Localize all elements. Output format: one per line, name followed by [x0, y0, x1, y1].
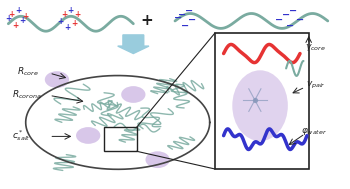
Text: $v_{pair}$: $v_{pair}$ — [306, 80, 326, 91]
Text: +: + — [141, 13, 154, 28]
FancyArrow shape — [118, 35, 149, 53]
Text: −: − — [289, 6, 297, 16]
Text: −: − — [282, 9, 290, 19]
Ellipse shape — [76, 127, 100, 144]
Text: +: + — [68, 6, 74, 15]
Text: −: − — [181, 21, 189, 31]
Text: −: − — [275, 15, 283, 25]
Text: +: + — [5, 14, 12, 23]
Text: +: + — [19, 15, 25, 25]
Text: −: − — [174, 13, 183, 23]
Text: +: + — [16, 6, 22, 15]
Ellipse shape — [146, 151, 170, 168]
Text: +: + — [22, 12, 29, 21]
Text: $c_{salt}^*$: $c_{salt}^*$ — [12, 128, 30, 143]
Text: +: + — [64, 23, 70, 32]
Text: −: − — [185, 6, 193, 16]
Text: +: + — [12, 21, 19, 30]
Ellipse shape — [232, 70, 288, 141]
Text: −: − — [188, 15, 196, 25]
Point — [252, 99, 258, 102]
Text: +: + — [71, 19, 77, 28]
Text: $R_{core}$: $R_{core}$ — [17, 66, 39, 78]
Ellipse shape — [45, 71, 69, 88]
Text: −: − — [286, 21, 294, 31]
Text: $\varphi_{water}$: $\varphi_{water}$ — [301, 126, 327, 137]
Text: +: + — [57, 17, 64, 26]
Ellipse shape — [121, 86, 146, 103]
Text: −: − — [178, 9, 186, 19]
Text: +: + — [61, 10, 67, 19]
Text: +: + — [9, 10, 15, 19]
FancyBboxPatch shape — [215, 33, 309, 169]
Text: $\gamma_{core}$: $\gamma_{core}$ — [305, 43, 326, 53]
Text: −: − — [296, 15, 304, 25]
Text: $R_{corona}$: $R_{corona}$ — [12, 88, 41, 101]
Text: +: + — [75, 10, 81, 19]
